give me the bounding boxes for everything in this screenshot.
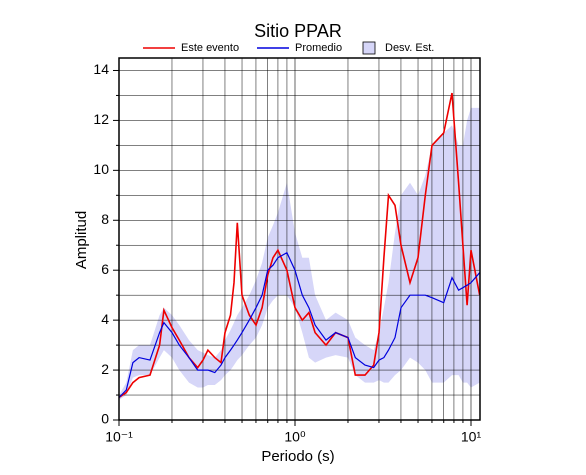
y-tick-label: 12 — [93, 111, 109, 127]
y-tick-label: 2 — [101, 361, 109, 377]
plot-frame — [118, 57, 481, 421]
x-tick-label: 10⁰ — [284, 429, 306, 445]
x-axis-label: Periodo (s) — [261, 448, 334, 465]
legend-label: Promedio — [295, 42, 342, 54]
y-tick-label: 10 — [93, 161, 109, 177]
y-tick-label: 0 — [101, 411, 109, 427]
x-tick-label: 10⁻¹ — [105, 429, 133, 445]
std-band — [119, 107, 480, 401]
legend-label: Desv. Est. — [385, 42, 434, 54]
series-line — [118, 251, 481, 398]
legend-label: Este evento — [181, 42, 239, 54]
chart-title: Sitio PPAR — [254, 21, 342, 41]
y-tick-label: 8 — [101, 211, 109, 227]
y-axis-label: Amplitud — [73, 211, 90, 269]
y-tick-label: 6 — [101, 261, 109, 277]
y-tick-label: 4 — [101, 311, 109, 327]
series-line — [118, 92, 481, 399]
x-tick-label: 10¹ — [461, 429, 482, 445]
legend-swatch — [362, 41, 376, 55]
y-tick-label: 14 — [93, 61, 109, 77]
